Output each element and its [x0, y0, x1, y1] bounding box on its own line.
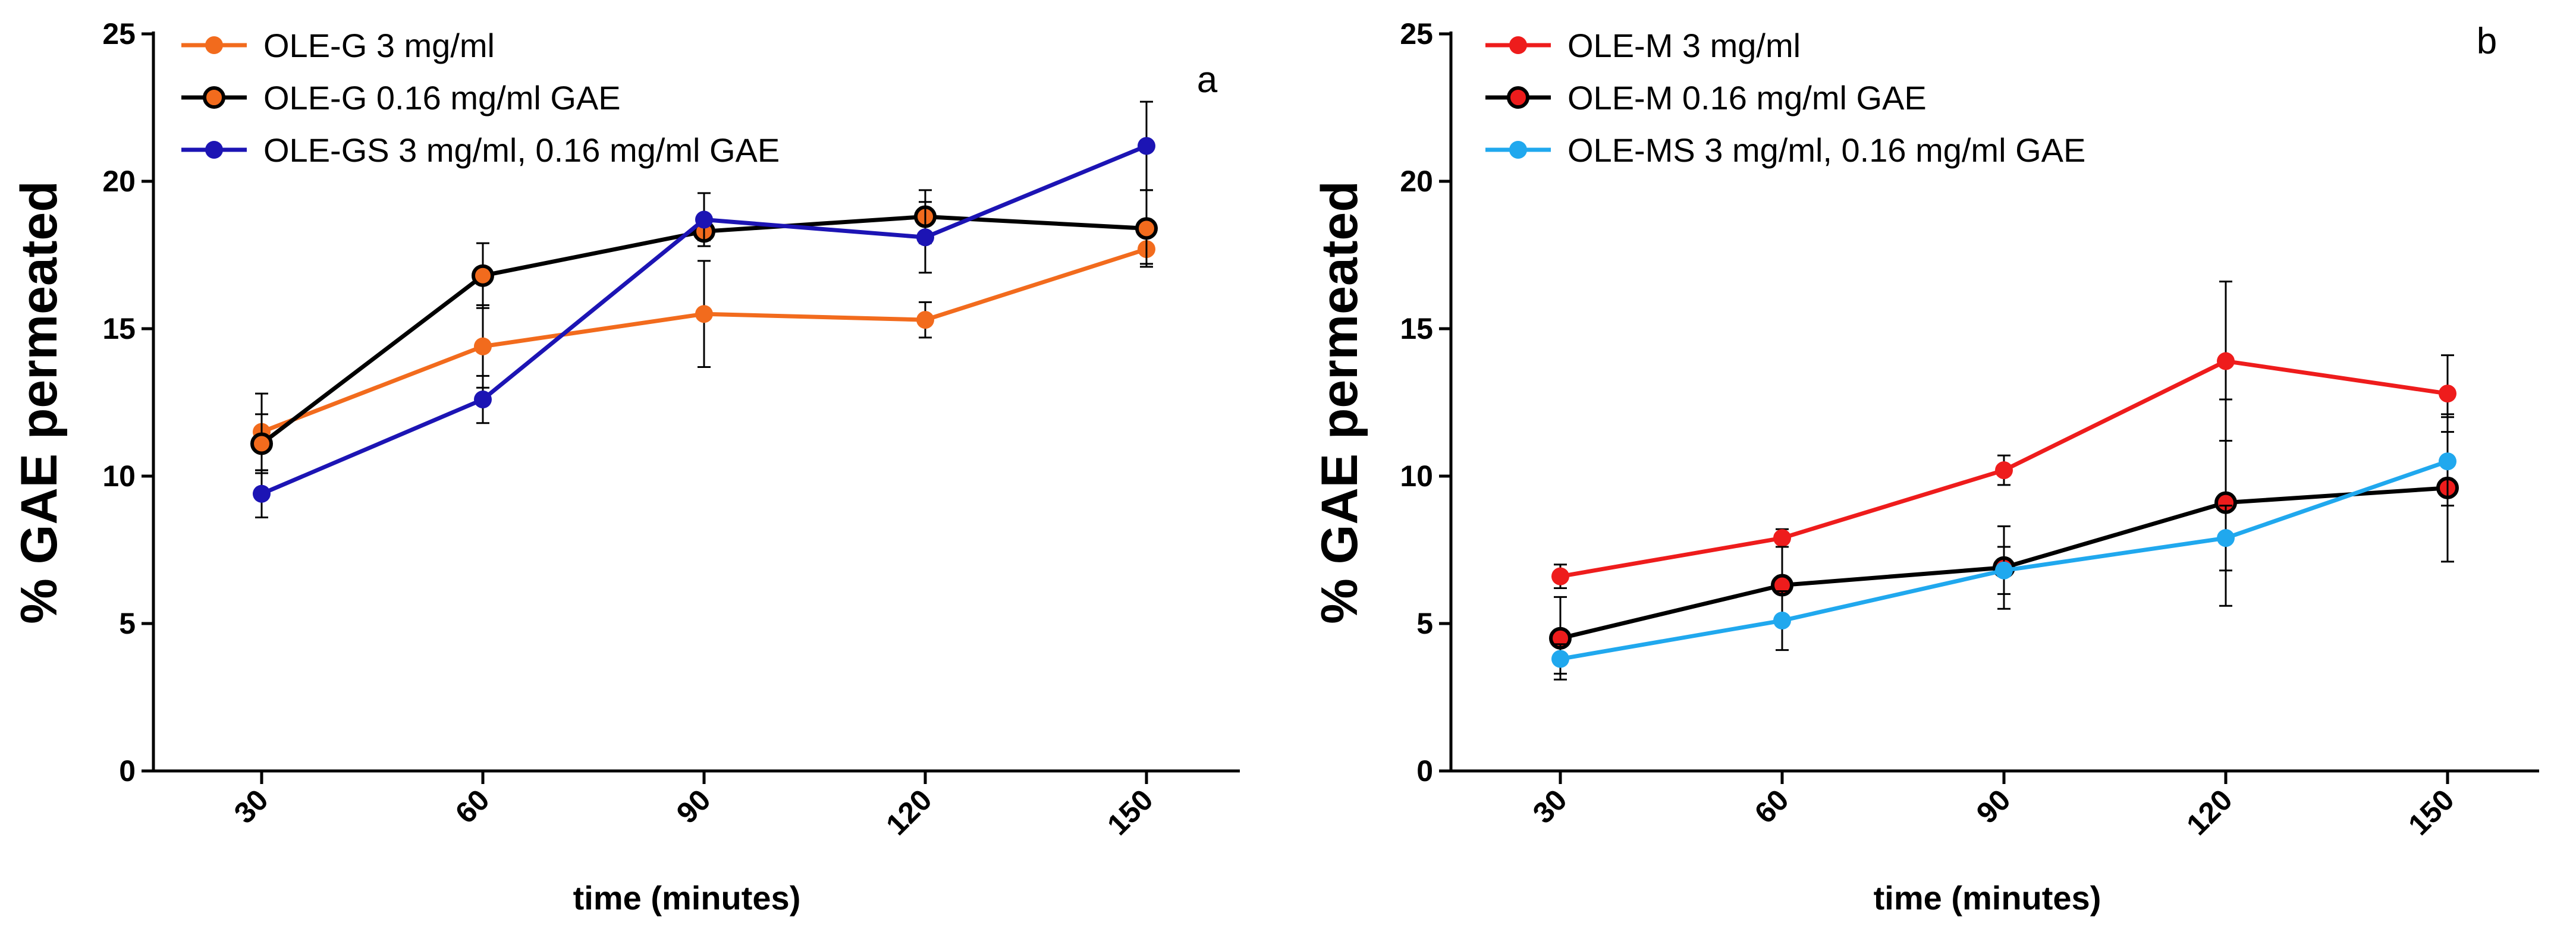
panel-a-chart: 0 5 10 15 20 25 30 60 90 120 150 time (minutes) % GA…	[11, 17, 1240, 917]
x-tick-label: 60	[449, 783, 496, 830]
y-tick-label: 10	[102, 459, 136, 493]
data-point	[253, 484, 271, 503]
legend-swatch-marker	[203, 86, 225, 109]
legend-entry: OLE-M 3 mg/ml	[1485, 27, 1801, 64]
data-point	[1135, 217, 1158, 240]
data-point	[2439, 385, 2456, 403]
data-point	[1995, 461, 2013, 480]
legend-entry: OLE-G 0.16 mg/ml GAE	[181, 79, 621, 117]
y-tick-label: 5	[119, 607, 136, 640]
y-tick-label: 0	[119, 754, 136, 788]
legend-swatch-marker	[1509, 36, 1527, 54]
data-point	[916, 311, 934, 329]
data-point	[472, 264, 494, 287]
x-tick-label: 150	[2402, 783, 2461, 842]
y-tick-label: 15	[102, 312, 136, 345]
x-axis-title: time (minutes)	[573, 879, 801, 917]
x-tick-label: 90	[1970, 783, 2017, 830]
series-3	[1551, 416, 2456, 675]
legend-label: OLE-M 3 mg/ml	[1567, 27, 1801, 64]
panel-b-chart: 0 5 10 15 20 25 30 60 90 120 150 time (minutes) % GA…	[1311, 17, 2539, 917]
series-1	[253, 233, 1155, 471]
x-tick-label: 120	[2180, 783, 2239, 842]
series-3	[253, 100, 1155, 518]
data-point	[474, 391, 492, 409]
legend: OLE-G 3 mg/ml OLE-G 0.16 mg/ml GAE OLE-GS …	[181, 27, 780, 169]
x-tick-label: 60	[1748, 783, 1795, 830]
legend-swatch-marker	[205, 141, 223, 159]
legend-label: OLE-MS 3 mg/ml, 0.16 mg/ml GAE	[1567, 131, 2085, 169]
data-point	[2439, 452, 2456, 471]
x-tick-label: 90	[670, 783, 717, 830]
legend-entry: OLE-M 0.16 mg/ml GAE	[1485, 79, 1927, 117]
legend-swatch-marker	[1509, 141, 1527, 159]
y-tick-label: 0	[1416, 754, 1433, 788]
panel-label: a	[1197, 59, 1218, 100]
data-point	[916, 228, 934, 247]
y-tick-label: 20	[1400, 165, 1433, 198]
y-tick-label: 10	[1400, 459, 1433, 493]
legend-entry: OLE-G 3 mg/ml	[181, 27, 495, 64]
x-tick-label: 150	[1101, 783, 1160, 842]
data-point	[250, 432, 273, 455]
legend-swatch-marker	[205, 36, 223, 54]
data-point	[474, 337, 492, 355]
data-point	[2217, 529, 2235, 547]
legend-entry: OLE-GS 3 mg/ml, 0.16 mg/ml GAE	[181, 131, 780, 169]
legend-label: OLE-M 0.16 mg/ml GAE	[1567, 79, 1927, 117]
data-point	[2217, 352, 2235, 370]
x-tick-label: 30	[1526, 783, 1573, 830]
data-point	[1773, 612, 1791, 630]
y-tick-label: 15	[1400, 312, 1433, 345]
y-tick-label: 25	[1400, 17, 1433, 51]
y-tick-label: 20	[102, 165, 136, 198]
data-point	[1773, 529, 1791, 547]
x-tick-label: 120	[879, 783, 938, 842]
data-point	[1551, 650, 1569, 668]
y-tick-label: 25	[102, 17, 136, 51]
x-axis-title: time (minutes)	[1874, 879, 2101, 917]
legend-entry: OLE-MS 3 mg/ml, 0.16 mg/ml GAE	[1485, 131, 2085, 169]
data-point	[1138, 137, 1155, 155]
data-point	[695, 210, 713, 229]
legend-label: OLE-G 0.16 mg/ml GAE	[263, 79, 621, 117]
panel-label: b	[2477, 21, 2497, 62]
y-tick-label: 5	[1416, 607, 1433, 640]
data-point	[1995, 561, 2013, 580]
data-point	[695, 305, 713, 323]
y-axis-title: % GAE permeated	[1311, 181, 1368, 624]
legend: OLE-M 3 mg/ml OLE-M 0.16 mg/ml GAE OLE-MS …	[1485, 27, 2085, 169]
legend-swatch-marker	[1507, 86, 1529, 109]
legend-label: OLE-G 3 mg/ml	[263, 27, 495, 64]
y-axis-title: % GAE permeated	[11, 181, 68, 624]
x-tick-label: 30	[228, 783, 275, 830]
legend-label: OLE-GS 3 mg/ml, 0.16 mg/ml GAE	[263, 131, 780, 169]
data-point	[1551, 567, 1569, 585]
